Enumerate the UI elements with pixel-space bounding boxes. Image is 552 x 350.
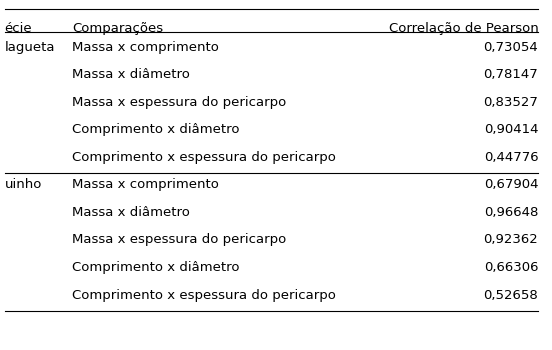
Text: écie: écie	[4, 22, 33, 35]
Text: Massa x comprimento: Massa x comprimento	[72, 178, 219, 191]
Text: 0,44776: 0,44776	[484, 151, 538, 164]
Text: Comprimento x diâmetro: Comprimento x diâmetro	[72, 123, 240, 136]
Text: 0,96648: 0,96648	[484, 206, 538, 219]
Text: lagueta: lagueta	[4, 41, 55, 54]
Text: Massa x espessura do pericarpo: Massa x espessura do pericarpo	[72, 96, 286, 109]
Text: 0,90414: 0,90414	[484, 123, 538, 136]
Text: Massa x espessura do pericarpo: Massa x espessura do pericarpo	[72, 233, 286, 246]
Text: 0,78147: 0,78147	[484, 68, 538, 81]
Text: 0,92362: 0,92362	[484, 233, 538, 246]
Text: Massa x diâmetro: Massa x diâmetro	[72, 206, 190, 219]
Text: 0,73054: 0,73054	[484, 41, 538, 54]
Text: 0,67904: 0,67904	[484, 178, 538, 191]
Text: Massa x comprimento: Massa x comprimento	[72, 41, 219, 54]
Text: 0,66306: 0,66306	[484, 261, 538, 274]
Text: Comprimento x diâmetro: Comprimento x diâmetro	[72, 261, 240, 274]
Text: Comprimento x espessura do pericarpo: Comprimento x espessura do pericarpo	[72, 288, 336, 302]
Text: Massa x diâmetro: Massa x diâmetro	[72, 68, 190, 81]
Text: 0,83527: 0,83527	[484, 96, 538, 109]
Text: Correlação de Pearson: Correlação de Pearson	[389, 22, 538, 35]
Text: uinho: uinho	[4, 178, 42, 191]
Text: Comprimento x espessura do pericarpo: Comprimento x espessura do pericarpo	[72, 151, 336, 164]
Text: Comparações: Comparações	[72, 22, 163, 35]
Text: 0,52658: 0,52658	[484, 288, 538, 302]
